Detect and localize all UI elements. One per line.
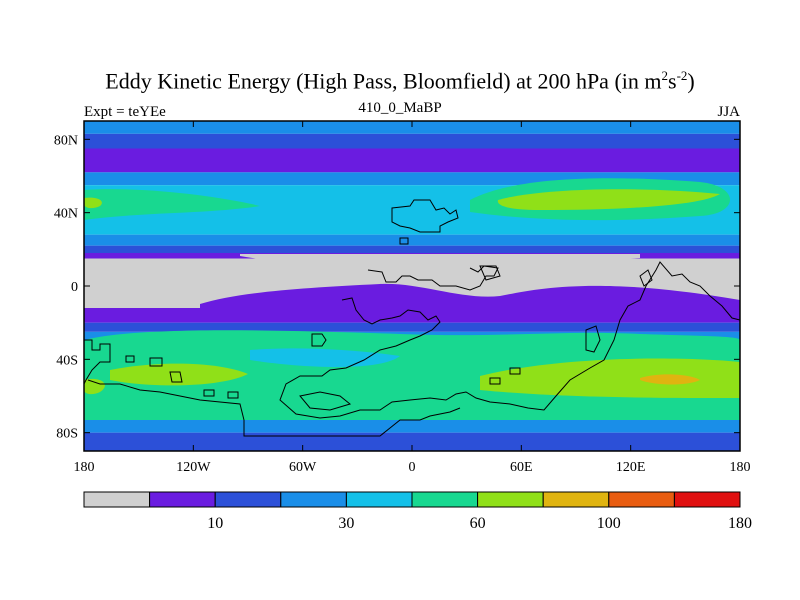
lon-label-6: 180 [730, 460, 751, 475]
colorbar-swatch-9 [673, 491, 741, 508]
outline-island-f [489, 377, 501, 385]
outline-island-e [479, 265, 501, 281]
band-2 [84, 148, 740, 173]
axes: 80N 40N 0 40S 80S 180 120W 60W 0 60E 120E 180 [54, 121, 751, 475]
outline-island-j [585, 325, 601, 353]
lat-label-2: 0 [71, 280, 78, 295]
outline-island-d [125, 355, 135, 363]
run-label: 410_0_MaBP [358, 100, 442, 116]
title-close-paren: ) [687, 68, 695, 94]
contour-field [84, 121, 740, 451]
colorbar: 10 30 60 100 180 [83, 491, 752, 532]
title-text: Eddy Kinetic Energy (High Pass, Bloomfie… [105, 68, 662, 94]
outline-island-b [169, 371, 183, 383]
colorbar-label-1: 30 [338, 515, 354, 532]
title-superscript-2: -2 [676, 68, 688, 83]
title-superscript-1: 2 [661, 68, 669, 83]
season-label: JJA [717, 104, 740, 120]
lon-label-0: 180 [74, 460, 95, 475]
band-6 [84, 245, 740, 253]
sh-jet-core-edge [84, 378, 105, 395]
nh-jet-core-west [84, 197, 102, 209]
sh-jet-core-west [110, 363, 248, 386]
lon-label-3: 0 [409, 460, 416, 475]
nh-pacific-jet-core [497, 189, 720, 210]
colorbar-label-4: 180 [728, 515, 752, 532]
band-14 [84, 432, 740, 451]
outline-west-edge-coast [84, 339, 111, 385]
experiment-label: Expt = teYEe [84, 104, 166, 120]
colorbar-swatch-7 [542, 491, 610, 508]
colorbar-swatch-5 [411, 491, 479, 508]
colorbar-swatch-6 [477, 491, 544, 508]
outline-island-i [227, 391, 239, 399]
outline-nh-continent [391, 199, 459, 233]
outline-island-g [509, 367, 521, 375]
continent-outlines [84, 199, 740, 437]
colorbar-label-2: 60 [470, 515, 486, 532]
nh-atlantic-jet-blob [84, 189, 260, 220]
colorbar-label-0: 10 [207, 515, 223, 532]
lat-label-4: 80S [56, 427, 78, 442]
title-text-units: s [668, 68, 677, 94]
plot-title: Eddy Kinetic Energy (High Pass, Bloomfie… [0, 68, 800, 94]
colorbar-swatch-8 [608, 491, 675, 508]
sh-jet-max [640, 374, 700, 385]
colorbar-swatch-2 [214, 491, 282, 508]
outline-small-island [399, 237, 409, 245]
lat-label-3: 40S [56, 353, 78, 368]
lat-label-0: 80N [54, 133, 78, 148]
outline-island-c [149, 357, 163, 367]
tropical-purple-intrusion [200, 283, 740, 320]
outline-island-l [639, 269, 653, 287]
colorbar-swatch-0 [83, 491, 151, 508]
lon-label-1: 120W [176, 460, 211, 475]
colorbar-label-3: 100 [597, 515, 621, 532]
sh-cyan-pocket [250, 348, 400, 367]
lon-label-2: 60W [289, 460, 317, 475]
lat-label-1: 40N [54, 207, 78, 222]
band-0 [84, 121, 740, 134]
colorbar-swatch-1 [149, 491, 216, 508]
outline-island-a [311, 333, 327, 347]
colorbar-swatch-4 [345, 491, 413, 508]
band-5 [84, 234, 740, 246]
tropical-grey-north [240, 254, 640, 270]
sh-jet-core-east [480, 358, 740, 398]
band-10 [84, 322, 740, 332]
band-13 [84, 418, 740, 433]
lon-label-4: 60E [510, 460, 533, 475]
outline-island-h [203, 389, 215, 397]
colorbar-swatch-3 [280, 491, 347, 508]
lon-label-5: 120E [616, 460, 646, 475]
outline-tropical-coast [367, 265, 499, 291]
outline-island-k [299, 391, 352, 411]
sh-jet-band [84, 330, 740, 420]
outline-antarctic-margin [87, 379, 461, 437]
band-1 [84, 133, 740, 149]
